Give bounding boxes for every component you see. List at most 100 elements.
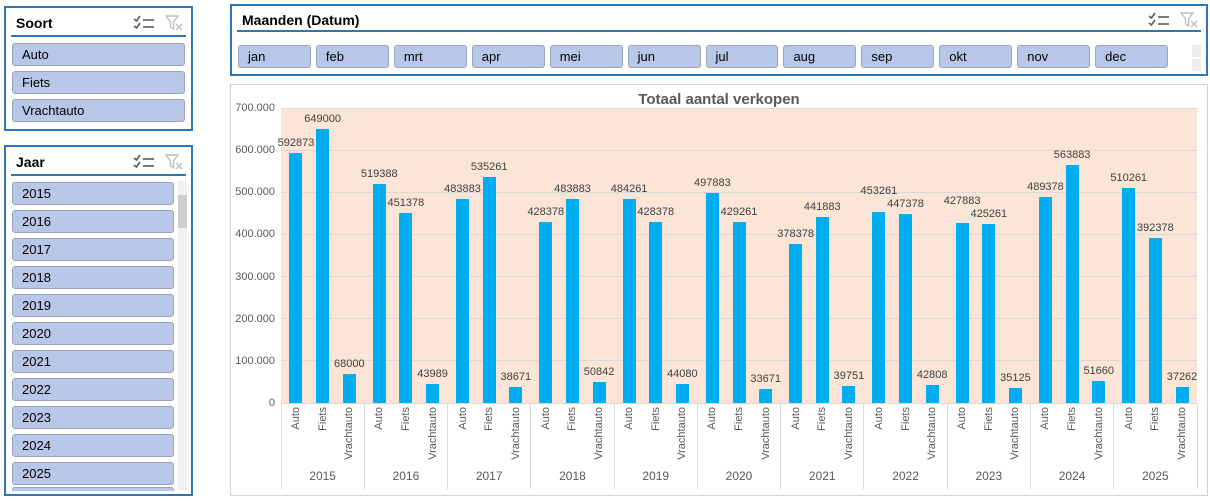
multi-select-icon[interactable]: [133, 154, 155, 170]
y-axis-tick-label: 200.000: [235, 312, 275, 325]
soort-item-fiets[interactable]: Fiets: [12, 71, 185, 94]
bar-data-label: 39751: [833, 370, 865, 383]
y-axis-tick-label: 300.000: [235, 270, 275, 283]
bar-data-label: 35125: [1000, 372, 1031, 385]
bar-2022-vrachtauto: [925, 384, 939, 403]
bar-data-label: 428378: [637, 206, 675, 219]
maanden-item-jan[interactable]: jan: [238, 45, 311, 68]
bar-data-label: 451378: [387, 196, 425, 209]
category-label: Fiets: [399, 407, 412, 431]
year-label: 2020: [725, 469, 753, 483]
multi-select-icon[interactable]: [1148, 12, 1170, 28]
axis-group-separator: [280, 403, 282, 489]
maanden-item-nov[interactable]: nov: [1017, 45, 1091, 68]
bar-data-label: 425261: [970, 207, 1008, 220]
jaar-item-2015[interactable]: 2015: [12, 182, 174, 205]
bar-data-label: 429261: [720, 206, 758, 219]
bar-2023-fiets: [982, 223, 996, 403]
bar-data-label: 483883: [554, 183, 591, 196]
maanden-slicer-title: Maanden (Datum): [242, 12, 360, 28]
bar-data-label: 535261: [470, 161, 508, 174]
clear-filter-icon[interactable]: [165, 154, 183, 170]
jaar-scrollbar-track[interactable]: [178, 181, 187, 490]
category-label: Fiets: [1066, 407, 1079, 431]
maanden-item-jul[interactable]: jul: [705, 45, 779, 68]
maanden-item-feb[interactable]: feb: [315, 45, 389, 68]
maanden-item-aug[interactable]: aug: [783, 45, 857, 68]
bar-2025-vrachtauto: [1175, 387, 1189, 403]
jaar-item-2025[interactable]: 2025: [12, 462, 174, 485]
bar-2016-fiets: [399, 212, 413, 403]
jaar-item-2019[interactable]: 2019: [12, 294, 174, 317]
bar-data-label: 441883: [803, 200, 841, 213]
bar-2018-vrachtauto: [592, 381, 606, 403]
maanden-item-sep[interactable]: sep: [861, 45, 935, 68]
bar-data-label: 44080: [667, 368, 698, 381]
jaar-scrollbar-thumb[interactable]: [178, 195, 187, 228]
bar-2015-vrachtauto: [342, 374, 356, 403]
bar-data-label: 428378: [527, 206, 565, 219]
bar-2020-fiets: [732, 222, 746, 403]
category-label: Vrachtauto: [593, 407, 606, 460]
maanden-item-okt[interactable]: okt: [939, 45, 1013, 68]
soort-slicer-items: Auto Fiets Vrachtauto: [6, 37, 191, 124]
maanden-item-dec[interactable]: dec: [1095, 45, 1169, 68]
category-label: Fiets: [649, 407, 662, 431]
maanden-item-jun[interactable]: jun: [627, 45, 701, 68]
gridline: [281, 149, 1197, 151]
bar-data-label: 51660: [1083, 365, 1115, 378]
category-label: Auto: [706, 407, 719, 430]
category-label: Vrachtauto: [759, 407, 772, 460]
bar-2024-auto: [1038, 196, 1052, 403]
maanden-scrollbar-up[interactable]: [1192, 45, 1201, 57]
y-axis-tick-label: 100.000: [235, 354, 275, 367]
bar-2017-auto: [456, 199, 470, 403]
bar-data-label: 489378: [1027, 180, 1064, 193]
jaar-item-2020[interactable]: 2020: [12, 322, 174, 345]
clear-filter-icon[interactable]: [165, 15, 183, 31]
jaar-item-2016[interactable]: 2016: [12, 210, 174, 233]
multi-select-icon[interactable]: [133, 15, 155, 31]
gridline: [281, 191, 1197, 193]
bar-2019-fiets: [649, 222, 663, 403]
bar-data-label: 43989: [417, 368, 448, 381]
year-label: 2019: [642, 469, 670, 483]
category-label: Vrachtauto: [426, 407, 439, 460]
soort-item-auto[interactable]: Auto: [12, 43, 185, 66]
jaar-slicer: Jaar 2015 2016 2017 2018 2019 2020 2021 2022 202…: [4, 145, 193, 496]
jaar-item-2024[interactable]: 2024: [12, 434, 174, 457]
category-label: Auto: [1039, 407, 1052, 430]
bar-data-label: 497883: [693, 177, 731, 190]
axis-group-separator: [1196, 403, 1198, 489]
category-label: Vrachtauto: [926, 407, 939, 460]
bar-data-label: 68000: [333, 358, 365, 371]
axis-group-separator: [780, 403, 782, 489]
jaar-item-2021[interactable]: 2021: [12, 350, 174, 373]
jaar-item-2018[interactable]: 2018: [12, 266, 174, 289]
soort-item-vrachtauto[interactable]: Vrachtauto: [12, 99, 185, 122]
axis-group-separator: [1113, 403, 1115, 489]
bar-2018-auto: [539, 222, 553, 403]
jaar-item-2022[interactable]: 2022: [12, 378, 174, 401]
category-label: Fiets: [899, 407, 912, 431]
jaar-item-2017[interactable]: 2017: [12, 238, 174, 261]
maanden-scrollbar-down[interactable]: [1192, 59, 1201, 71]
category-label: Vrachtauto: [1176, 407, 1188, 460]
bar-2015-auto: [289, 153, 303, 403]
maanden-item-mei[interactable]: mei: [549, 45, 623, 68]
bar-data-label: 453261: [860, 185, 898, 198]
jaar-item-2023[interactable]: 2023: [12, 406, 174, 429]
bar-2025-fiets: [1148, 237, 1162, 403]
bar-2017-fiets: [482, 177, 496, 403]
maanden-item-mrt[interactable]: mrt: [393, 45, 467, 68]
y-axis-tick-label: 400.000: [235, 228, 275, 241]
year-label: 2025: [1142, 469, 1169, 483]
bar-2023-vrachtauto: [1008, 388, 1022, 403]
maanden-item-apr[interactable]: apr: [471, 45, 545, 68]
jaar-partial-item[interactable]: [12, 487, 174, 491]
bar-2023-auto: [955, 222, 969, 403]
axis-group-separator: [696, 403, 698, 489]
bar-data-label: 519388: [360, 168, 398, 181]
clear-filter-icon[interactable]: [1180, 12, 1198, 28]
bar-data-label: 483883: [444, 183, 481, 196]
